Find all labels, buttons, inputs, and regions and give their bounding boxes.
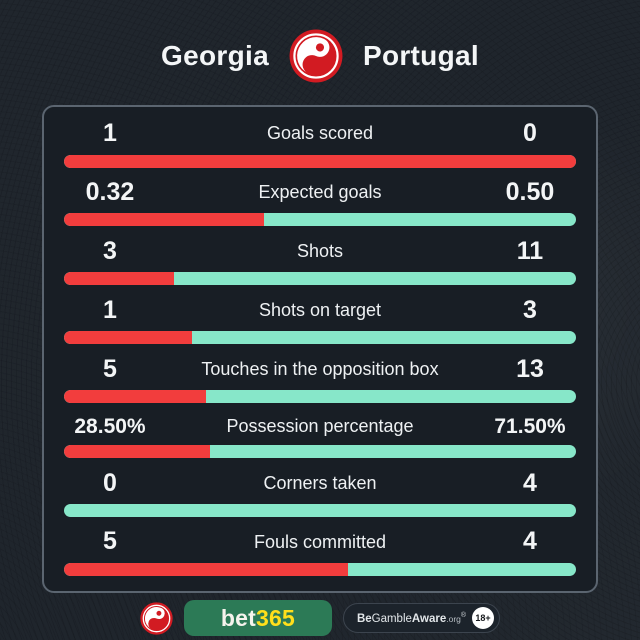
begambleaware-text: BeGambleAware.org® [356, 611, 467, 625]
home-value: 5 [103, 527, 117, 556]
comparison-bar [64, 445, 576, 459]
comparison-bar [64, 331, 576, 345]
comparison-bar [64, 390, 576, 404]
stat-row-values: 0.32 Expected goals 0.50 [64, 177, 576, 207]
stat-label: Shots on target [258, 300, 382, 321]
home-bar-fill [64, 213, 264, 227]
stat-row-values: 28.50% Possession percentage 71.50% [64, 415, 576, 438]
home-bar-fill [64, 154, 576, 168]
stat-row-values: 1 Goals scored 0 [64, 119, 576, 148]
stat-label: Touches in the opposition box [201, 359, 439, 380]
stat-row: 1 Goals scored 0 [64, 119, 576, 168]
stat-row: 5 Touches in the opposition box 13 [64, 354, 576, 404]
home-value: 1 [103, 119, 117, 147]
comparison-bar [64, 213, 576, 227]
away-team-name: Portugal [362, 40, 479, 71]
stat-row-values: 3 Shots 11 [64, 236, 576, 266]
comparison-bar [64, 504, 576, 517]
stat-row: 28.50% Possession percentage 71.50% [64, 415, 576, 459]
stats-panel: 1 Goals scored 0 0.32 Expected goals 0.50 3 Sho… [42, 105, 598, 593]
stat-row-values: 5 Touches in the opposition box 13 [64, 354, 576, 384]
stat-label: Goals scored [266, 123, 374, 144]
competition-logo-small-icon [140, 601, 173, 635]
stat-row-values: 5 Fouls committed 4 [64, 528, 576, 556]
comparison-bar [64, 154, 576, 168]
stat-row-values: 0 Corners taken 4 [64, 468, 576, 498]
comparison-bar [64, 272, 576, 286]
away-value: 0.50 [505, 177, 555, 206]
home-bar-fill [64, 390, 207, 404]
stat-row: 0.32 Expected goals 0.50 [64, 177, 576, 227]
away-value: 3 [523, 295, 537, 324]
home-bar-fill [64, 331, 192, 345]
away-value: 4 [523, 468, 537, 497]
stat-label: Fouls committed [253, 531, 387, 552]
stat-label: Possession percentage [226, 415, 414, 436]
home-bar-fill [64, 272, 174, 286]
away-value: 0 [523, 119, 537, 147]
home-value: 1 [103, 295, 117, 324]
age-18-badge: 18+ [472, 607, 495, 629]
away-value: 11 [516, 236, 544, 265]
home-value: 28.50% [74, 414, 146, 438]
home-value: 5 [103, 354, 117, 383]
home-bar-fill [64, 562, 349, 576]
stat-row: 0 Corners taken 4 [64, 468, 576, 517]
comparison-bar [64, 562, 576, 576]
stat-label: Corners taken [263, 472, 377, 493]
competition-logo-icon [289, 29, 343, 83]
stat-label: Expected goals [258, 182, 382, 203]
home-bar-fill [64, 445, 210, 459]
stat-row: 5 Fouls committed 4 [64, 528, 576, 576]
stat-row-values: 1 Shots on target 3 [64, 295, 576, 325]
away-value: 4 [523, 527, 537, 556]
home-team-name: Georgia [161, 40, 269, 71]
home-value: 3 [103, 236, 117, 265]
header: Georgia Portugal [0, 29, 640, 83]
away-value: 71.50% [494, 414, 566, 438]
home-value: 0.32 [85, 177, 135, 206]
bet365-logo: bet 365 [183, 600, 332, 636]
stat-row: 1 Shots on target 3 [64, 295, 576, 345]
bet365-logo-bet: bet [220, 604, 256, 631]
stat-row: 3 Shots 11 [64, 236, 576, 286]
footer: bet 365 BeGambleAware.org® 18+ [0, 600, 640, 636]
begambleaware-badge: BeGambleAware.org® 18+ [342, 603, 501, 633]
away-value: 13 [516, 354, 544, 383]
home-value: 0 [103, 468, 117, 497]
bet365-logo-365: 365 [256, 604, 295, 631]
stat-label: Shots [296, 241, 344, 262]
